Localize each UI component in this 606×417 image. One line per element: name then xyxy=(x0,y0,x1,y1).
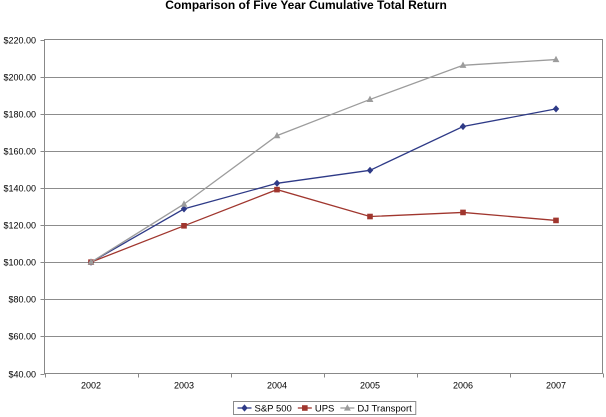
legend-swatch-marker xyxy=(302,405,308,411)
data-point xyxy=(366,95,374,103)
legend-box xyxy=(233,401,417,415)
y-tick-label: $160.00 xyxy=(3,147,36,157)
legend-label: DJ Transport xyxy=(357,404,412,415)
legend: S&P 500 UPS DJ Transport xyxy=(233,401,417,415)
series-s-p-500 xyxy=(87,105,560,266)
y-tick-label: $200.00 xyxy=(3,73,36,83)
data-point xyxy=(180,205,188,213)
data-point xyxy=(273,131,281,139)
y-tick-label: $120.00 xyxy=(3,221,36,231)
legend-label: UPS xyxy=(315,404,335,415)
data-point xyxy=(367,213,373,220)
data-point xyxy=(552,55,560,63)
data-point xyxy=(552,105,560,113)
gridlines xyxy=(44,77,603,337)
y-tick-label: $220.00 xyxy=(3,36,36,46)
plot-area xyxy=(44,39,603,374)
legend-label: S&P 500 xyxy=(255,404,292,415)
y-tick-label: $180.00 xyxy=(3,110,36,120)
x-tick-label: 2006 xyxy=(453,381,473,391)
x-tick-label: 2004 xyxy=(267,381,287,391)
series-lines xyxy=(87,55,560,266)
data-point xyxy=(181,222,187,229)
series-dj-transport xyxy=(87,55,560,265)
x-tick-label: 2007 xyxy=(546,381,566,391)
series-line xyxy=(90,58,557,263)
legend-item: S&P 500 xyxy=(237,404,292,415)
x-tick-label: 2003 xyxy=(174,381,194,391)
data-point xyxy=(459,61,467,68)
data-point xyxy=(459,122,467,131)
data-point xyxy=(87,258,95,265)
axes: $40.00 $60.00 $80.00 $100.00 $120.00 $140.00 $… xyxy=(3,36,604,391)
y-tick-label: $140.00 xyxy=(3,184,36,194)
series-line xyxy=(90,108,557,263)
series-line xyxy=(90,188,557,263)
y-tick-label: $40.00 xyxy=(8,370,36,380)
data-point xyxy=(273,179,281,187)
y-tick-label: $100.00 xyxy=(3,258,36,268)
x-tick-label: 2005 xyxy=(360,381,380,391)
legend-swatch-marker xyxy=(241,404,248,412)
x-tick-label: 2002 xyxy=(81,381,101,391)
data-point xyxy=(180,200,188,207)
data-point xyxy=(366,166,374,174)
legend-swatch-marker xyxy=(343,404,351,411)
data-point xyxy=(460,209,466,216)
data-point xyxy=(274,186,280,193)
data-point xyxy=(553,217,559,224)
y-tick-label: $60.00 xyxy=(8,332,36,342)
y-tick-label: $80.00 xyxy=(8,295,36,305)
chart-title: Comparison of Five Year Cumulative Total… xyxy=(165,0,447,12)
legend-item: DJ Transport xyxy=(340,404,412,415)
legend-item: UPS xyxy=(297,404,335,415)
